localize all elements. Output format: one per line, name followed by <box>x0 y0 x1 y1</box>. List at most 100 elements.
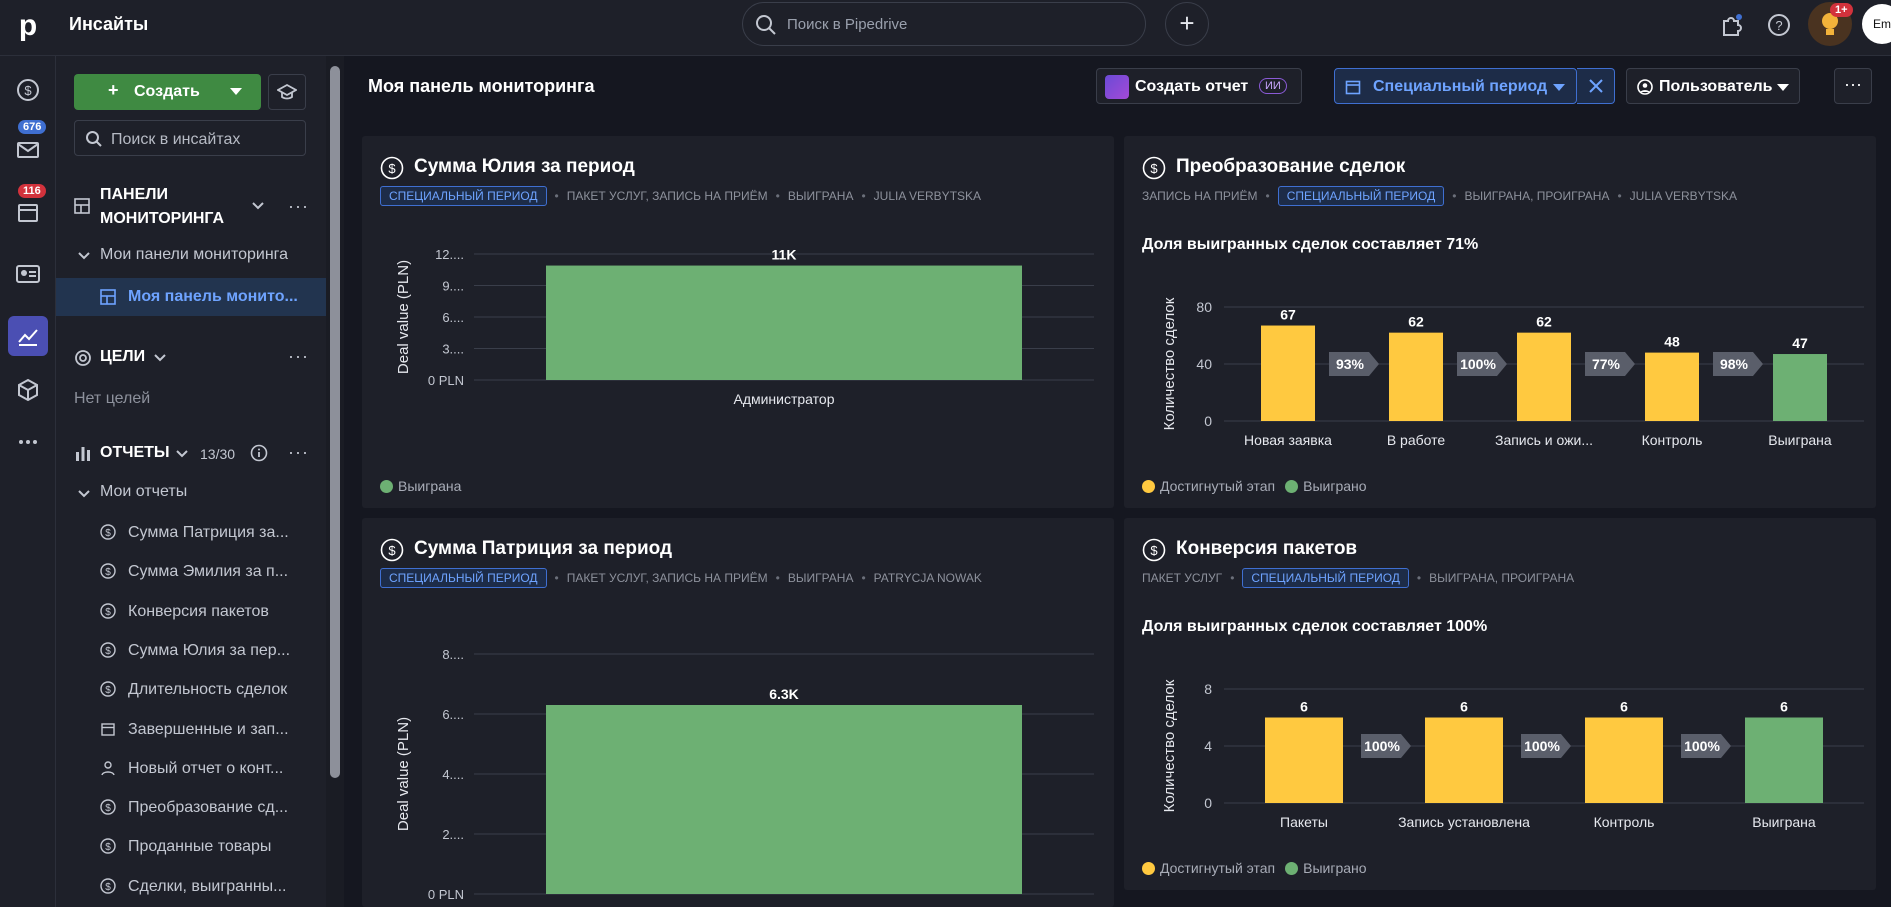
user-filter-button[interactable]: Пользователь <box>1626 68 1800 104</box>
x-tick-label: Контроль <box>1594 814 1655 830</box>
report-card-patricia[interactable]: $ Сумма Патриция за период СПЕЦИАЛЬНЫЙ П… <box>362 518 1114 907</box>
filter-pipeline: ЗАПИСЬ НА ПРИЁМ <box>1142 189 1258 203</box>
report-card-julia[interactable]: $ Сумма Юлия за период СПЕЦИАЛЬНЫЙ ПЕРИО… <box>362 136 1114 508</box>
period-filter-button[interactable]: Специальный период <box>1334 68 1577 104</box>
filter-status: ВЫИГРАНА, ПРОИГРАНА <box>1464 189 1610 203</box>
chevron-down-icon[interactable] <box>154 354 166 362</box>
y-tick-label: 12.... <box>435 247 464 262</box>
rail-contacts[interactable] <box>8 254 48 294</box>
svg-text:$: $ <box>1150 543 1158 558</box>
bar <box>1645 352 1699 421</box>
sidebar-report-item[interactable]: $ Сумма Юлия за пер... <box>56 635 326 667</box>
sidebar-report-item[interactable]: $ Преобразование сд... <box>56 792 326 824</box>
svg-text:$: $ <box>1150 161 1158 176</box>
bar-chart-icon <box>76 447 90 461</box>
quick-add-button[interactable]: + <box>1165 2 1209 46</box>
y-tick-label: 8 <box>1204 681 1212 697</box>
dollar-icon: $ <box>100 602 116 624</box>
dashboards-more-button[interactable]: ··· <box>288 196 309 216</box>
chevron-down-icon[interactable] <box>176 450 188 458</box>
legend-swatch <box>1142 479 1155 493</box>
search-icon <box>756 15 776 35</box>
pipedrive-logo[interactable]: p <box>18 9 38 42</box>
win-rate-subtitle: Доля выигранных сделок составляет 100% <box>1142 618 1488 635</box>
chevron-down-icon[interactable] <box>252 202 264 210</box>
rail-deals[interactable]: $ <box>8 70 48 110</box>
dollar-icon: $ <box>100 563 116 584</box>
period-chip: СПЕЦИАЛЬНЫЙ ПЕРИОД <box>1277 186 1445 206</box>
chevron-down-icon[interactable] <box>78 252 90 260</box>
sidebar-scroll-thumb[interactable] <box>330 66 340 778</box>
rail-products[interactable] <box>8 370 48 410</box>
goals-section-title[interactable]: ЦЕЛИ <box>100 348 146 365</box>
data-label: 62 <box>1408 314 1424 330</box>
conversion-arrow <box>1329 352 1379 376</box>
conversion-label: 77% <box>1592 356 1621 372</box>
sidebar-report-item[interactable]: $ Длительность сделок <box>56 674 326 706</box>
card-title[interactable]: Конверсия пакетов <box>1176 538 1358 559</box>
global-search-input[interactable]: Поиск в Pipedrive <box>742 2 1146 46</box>
top-bar: p Инсайты Поиск в Pipedrive + ? 1+ Em <box>0 0 1891 56</box>
help-icon[interactable]: ? <box>1766 12 1792 38</box>
create-report-ai-button[interactable]: Создать отчет ИИ <box>1096 68 1302 104</box>
legend-label: Выиграно <box>1303 478 1367 494</box>
learn-button[interactable] <box>268 74 306 110</box>
x-tick-label: В работе <box>1387 432 1446 448</box>
report-card-packages[interactable]: $ Конверсия пакетов ПАКЕТ УСЛУГ • СПЕЦИАЛ… <box>1124 518 1876 890</box>
period-chip: СПЕЦИАЛЬНЫЙ ПЕРИОД <box>380 186 547 206</box>
y-axis-label: Deal value (PLN) <box>395 260 412 374</box>
rail-mail[interactable] <box>8 130 48 170</box>
calendar-icon <box>1345 80 1361 95</box>
goals-more-button[interactable]: ··· <box>288 346 309 366</box>
rail-activities[interactable] <box>8 192 48 232</box>
dashboards-section-title[interactable]: ПАНЕЛИ <box>100 186 169 203</box>
sidebar-report-label: Завершенные и зап... <box>128 720 289 738</box>
dashboards-section-title-2[interactable]: МОНИТОРИНГА <box>100 210 224 227</box>
create-button[interactable]: + Создать <box>74 74 261 110</box>
data-label: 67 <box>1280 307 1296 323</box>
sidebar-report-item[interactable]: $ Сумма Эмилия за п... <box>56 556 326 588</box>
sidebar-report-item[interactable]: Новый отчет о конт... <box>56 753 326 785</box>
sidebar-report-item[interactable]: $ Проданные товары <box>56 831 326 863</box>
conversion-label: 100% <box>1460 356 1496 372</box>
sidebar-report-item[interactable]: $ Сделки, выигранны... <box>56 871 326 903</box>
rail-more[interactable] <box>8 422 48 462</box>
insights-search-input[interactable]: Поиск в инсайтах <box>74 120 306 156</box>
reports-more-button[interactable]: ··· <box>288 442 309 462</box>
info-icon[interactable] <box>250 444 268 462</box>
user-avatar[interactable]: Em <box>1862 4 1891 44</box>
card-title[interactable]: Сумма Патриция за период <box>414 538 673 559</box>
reports-section-title[interactable]: ОТЧЕТЫ <box>100 444 170 461</box>
rail-insights[interactable] <box>8 316 48 356</box>
card-filters: ЗАПИСЬ НА ПРИЁМ • СПЕЦИАЛЬНЫЙ ПЕРИОД • ВЫИ… <box>1142 186 1737 206</box>
global-search-placeholder: Поиск в Pipedrive <box>787 16 908 33</box>
puzzle-icon[interactable] <box>1718 12 1744 38</box>
svg-text:?: ? <box>1775 18 1782 33</box>
card-title[interactable]: Сумма Юлия за период <box>414 156 635 177</box>
period-chip: СПЕЦИАЛЬНЫЙ ПЕРИОД <box>1242 568 1409 588</box>
report-card-conversion[interactable]: $ Преобразование сделок ЗАПИСЬ НА ПРИЁМ … <box>1124 136 1876 508</box>
svg-text:$: $ <box>105 607 111 618</box>
dollar-icon: $ <box>100 681 116 702</box>
conversion-label: 93% <box>1336 356 1365 372</box>
card-title[interactable]: Преобразование сделок <box>1176 156 1406 177</box>
sidebar-report-item[interactable]: $ Сумма Патриция за... <box>56 517 326 549</box>
filter-pipeline: ПАКЕТ УСЛУГ, ЗАПИСЬ НА ПРИЁМ <box>566 571 768 585</box>
clear-period-button[interactable] <box>1577 68 1615 104</box>
legend-swatch <box>1142 861 1155 875</box>
conversion-label: 100% <box>1364 738 1400 754</box>
y-tick-label: 0 <box>1204 413 1212 429</box>
data-label: 6 <box>1460 699 1468 715</box>
chevron-down-icon[interactable] <box>78 490 90 498</box>
my-dashboards-group[interactable]: Мои панели мониторинга <box>100 246 289 263</box>
dashboard-more-button[interactable]: ··· <box>1834 68 1872 104</box>
sidebar-report-item[interactable]: $ Конверсия пакетов <box>56 596 326 628</box>
my-reports-group[interactable]: Мои отчеты <box>100 483 188 500</box>
x-tick-label: Запись и ожи... <box>1495 432 1593 448</box>
bar <box>1585 717 1663 803</box>
dashboard-icon <box>100 289 116 305</box>
sidebar-item-active-dashboard[interactable]: Моя панель монито... <box>56 278 326 316</box>
card-filters: ПАКЕТ УСЛУГ • СПЕЦИАЛЬНЫЙ ПЕРИОД • ВЫИГРАН… <box>1142 568 1574 588</box>
chevron-down-icon <box>1553 84 1565 91</box>
sidebar-report-item[interactable]: Завершенные и зап... <box>56 714 326 746</box>
